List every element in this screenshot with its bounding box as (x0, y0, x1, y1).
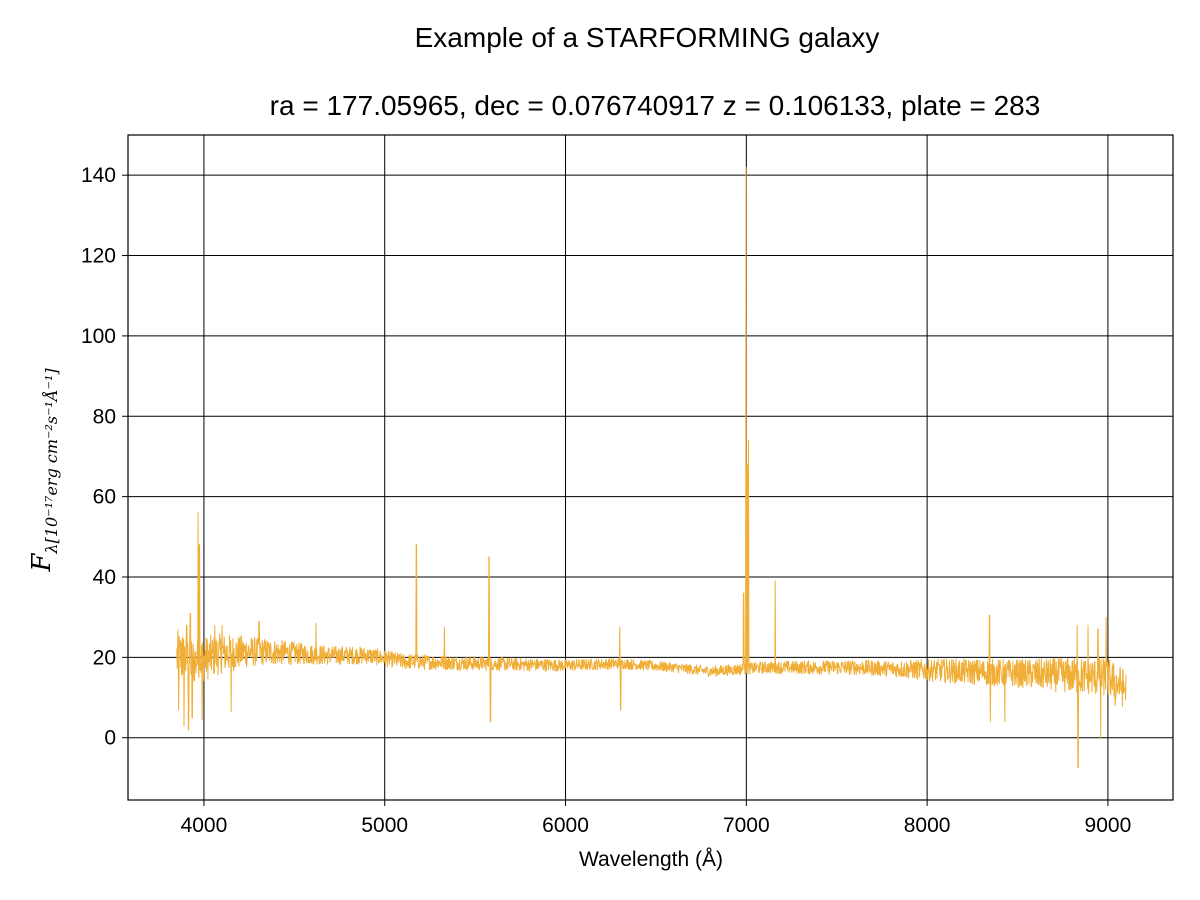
y-axis-label-subscript: λ[10⁻¹⁷erg cm⁻²s⁻¹Å⁻¹] (41, 368, 61, 555)
y-tick-label: 0 (104, 727, 116, 750)
x-tick-label: 9000 (1085, 814, 1132, 837)
plot-frame (127, 134, 1174, 801)
y-axis-ticks: 0 20 40 60 80 100 120 140 (81, 164, 128, 750)
x-tick-label: 8000 (904, 814, 951, 837)
y-axis-label-main: F (27, 553, 57, 573)
y-tick-label: 120 (81, 245, 116, 268)
x-tick-label: 5000 (361, 814, 408, 837)
x-tick-label: 7000 (723, 814, 770, 837)
y-tick-label: 80 (93, 405, 116, 428)
x-axis-ticks: 4000 5000 6000 7000 8000 9000 (181, 800, 1132, 837)
y-tick-label: 40 (93, 566, 116, 589)
y-axis-label: Fλ[10⁻¹⁷erg cm⁻²s⁻¹Å⁻¹] (27, 368, 61, 573)
grid-lines (128, 135, 1173, 800)
chart-title: Example of a STARFORMING galaxy (415, 22, 880, 53)
x-tick-label: 6000 (542, 814, 589, 837)
y-tick-label: 140 (81, 164, 116, 187)
x-tick-label: 4000 (181, 814, 228, 837)
y-tick-label: 100 (81, 325, 116, 348)
chart-subtitle: ra = 177.05965, dec = 0.076740917 z = 0.… (270, 90, 1041, 121)
series-line-spectrum (176, 166, 1127, 769)
y-tick-label: 20 (93, 646, 116, 669)
y-tick-label: 60 (93, 486, 116, 509)
svg-text:Fλ[10⁻¹⁷erg cm⁻²s⁻¹Å⁻¹]: Fλ[10⁻¹⁷erg cm⁻²s⁻¹Å⁻¹] (27, 368, 61, 573)
plot-area (176, 166, 1127, 769)
x-axis-label: Wavelength (Å) (579, 848, 723, 871)
